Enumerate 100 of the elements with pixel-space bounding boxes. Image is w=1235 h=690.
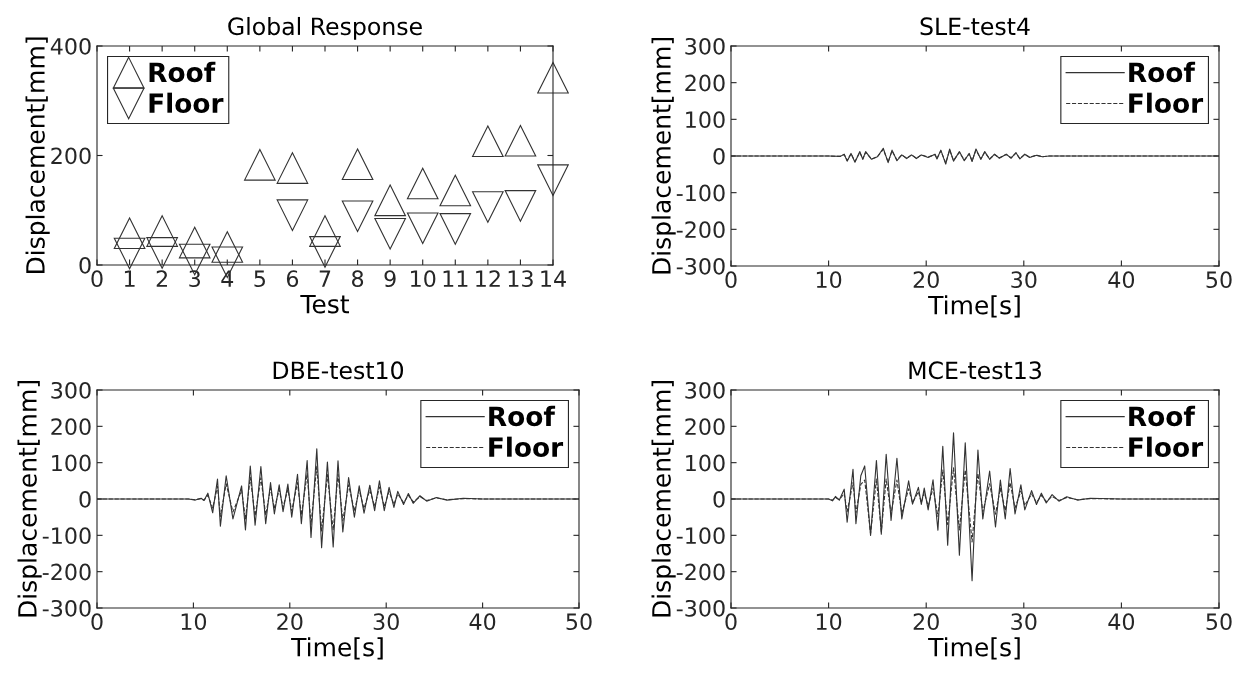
- y-tick-label: -100: [676, 184, 725, 202]
- x-axis-title: Time[s]: [928, 637, 1020, 660]
- y-tick-label: 100: [686, 454, 725, 472]
- x-tick-label: 20: [277, 613, 303, 631]
- point: [341, 200, 374, 233]
- x-tick-label: 50: [1206, 613, 1232, 631]
- x-tick-label: 4: [221, 270, 234, 287]
- legend-label: Floor: [149, 92, 224, 114]
- point: [146, 215, 178, 247]
- x-tick-label: 30: [1011, 613, 1037, 631]
- x-tick-label: 0: [91, 613, 103, 631]
- x-tick-label: 30: [373, 613, 399, 631]
- x-tick-label: 10: [181, 613, 207, 631]
- x-tick-label: 14: [541, 270, 566, 287]
- chart-title: Global Response: [228, 16, 422, 40]
- y-tick-label: -200: [676, 221, 725, 239]
- x-tick-label: 20: [913, 613, 939, 631]
- y-tick-label: -200: [676, 563, 725, 581]
- x-tick-label: 0: [725, 271, 737, 289]
- y-tick-label: 0: [79, 490, 91, 508]
- x-tick-label: 5: [254, 270, 265, 288]
- x-tick-label: 12: [476, 270, 500, 287]
- point: [406, 167, 439, 200]
- point: [276, 199, 309, 232]
- point: [504, 190, 537, 222]
- point: [211, 231, 244, 263]
- x-tick-label: 9: [384, 270, 396, 288]
- x-tick-label: 8: [352, 270, 364, 288]
- x-tick-label: 3: [189, 270, 200, 288]
- y-tick-label: 0: [713, 147, 725, 165]
- y-tick-label: -300: [676, 599, 725, 617]
- legend-label: Roof: [1129, 61, 1196, 83]
- legend-label: Roof: [149, 61, 216, 83]
- x-tick-label: 40: [1108, 271, 1135, 289]
- legend-label: Roof: [489, 405, 556, 427]
- x-tick-label: 6: [286, 270, 299, 288]
- x-tick-label: 10: [816, 271, 842, 289]
- y-axis-title: Displacement[mm]: [17, 381, 42, 617]
- point: [374, 184, 406, 217]
- chart-title: SLE-test4: [920, 17, 1030, 36]
- x-tick-label: 0: [91, 270, 103, 288]
- x-tick-label: 40: [469, 613, 496, 631]
- x-tick-label: 40: [1108, 613, 1135, 631]
- x-tick-label: 11: [443, 270, 468, 287]
- y-tick-label: -300: [676, 257, 725, 275]
- point: [309, 215, 341, 247]
- x-tick-label: 10: [816, 613, 842, 631]
- point: [276, 152, 309, 184]
- y-tick-label: 200: [685, 418, 725, 436]
- x-tick-label: 20: [913, 271, 939, 289]
- y-tick-label: -200: [42, 563, 91, 581]
- x-tick-label: 1: [124, 270, 135, 287]
- y-tick-label: 200: [51, 147, 91, 165]
- point: [472, 191, 504, 223]
- y-axis-title: Displacement[mm]: [25, 37, 50, 274]
- y-tick-label: 0: [79, 256, 91, 274]
- x-tick-label: 50: [566, 613, 592, 631]
- y-tick-label: 400: [50, 37, 91, 55]
- y-tick-label: 300: [685, 37, 725, 55]
- x-tick-label: 50: [1206, 271, 1232, 289]
- point: [178, 226, 211, 259]
- point: [113, 237, 146, 270]
- legend-label: Floor: [1129, 92, 1204, 114]
- y-axis-title: Displacement[mm]: [651, 38, 676, 274]
- x-tick-label: 7: [319, 270, 331, 287]
- legend-label: Floor: [489, 436, 564, 458]
- point: [146, 237, 178, 269]
- point: [439, 213, 472, 245]
- y-tick-label: 100: [52, 454, 91, 472]
- point: [309, 236, 341, 268]
- x-tick-label: 30: [1011, 271, 1037, 289]
- y-tick-label: -300: [42, 599, 91, 617]
- x-axis-title: Test: [300, 294, 350, 314]
- y-tick-label: 300: [685, 381, 725, 399]
- point: [504, 124, 537, 157]
- point: [472, 125, 504, 158]
- y-tick-label: 200: [51, 418, 91, 436]
- point: [113, 217, 146, 250]
- y-axis-title: Displacement[mm]: [651, 381, 676, 617]
- y-tick-label: -100: [676, 527, 725, 545]
- x-axis-title: Time[s]: [928, 295, 1020, 318]
- legend-label: Roof: [1129, 405, 1196, 427]
- point: [374, 217, 406, 250]
- point: [439, 174, 472, 207]
- point: [406, 212, 439, 245]
- point: [244, 148, 276, 181]
- point: [341, 148, 374, 181]
- x-tick-label: 0: [725, 613, 737, 631]
- chart-title: DBE-test10: [273, 361, 404, 380]
- x-tick-label: 10: [411, 270, 436, 288]
- x-tick-label: 13: [508, 270, 533, 288]
- point: [537, 61, 569, 94]
- x-tick-label: 2: [156, 270, 167, 287]
- y-tick-label: 300: [51, 381, 91, 399]
- y-tick-label: -100: [42, 527, 91, 545]
- legend-label: Floor: [1129, 436, 1204, 458]
- point: [537, 164, 569, 196]
- y-tick-label: 100: [686, 111, 725, 129]
- y-tick-label: 200: [685, 74, 725, 92]
- x-axis-title: Time[s]: [291, 637, 383, 660]
